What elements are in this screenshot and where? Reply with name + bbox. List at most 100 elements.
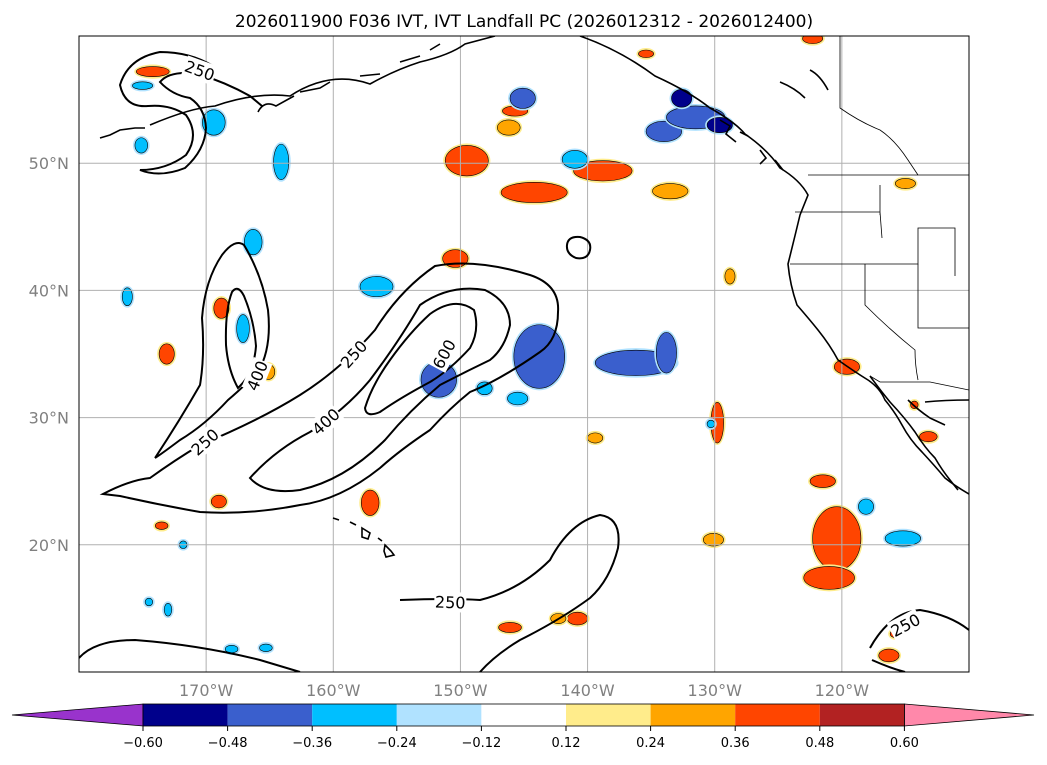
colorbar-bin <box>819 704 905 726</box>
pc-patch-core <box>724 268 736 285</box>
colorbar-bin <box>312 704 397 726</box>
ivt-contour-250-west <box>154 242 270 459</box>
pc-patch-48 <box>856 497 876 517</box>
pc-patch-core <box>202 109 226 136</box>
colorbar-bin <box>650 704 736 726</box>
colorbar-over-extension <box>904 703 1035 727</box>
figure-title: 2026011900 F036 IVT, IVT Landfall PC (20… <box>235 12 813 32</box>
pc-patch-core <box>359 276 394 298</box>
pc-patch-core <box>500 181 568 203</box>
pc-patch-32 <box>508 86 538 111</box>
coastlines <box>99 36 969 558</box>
colorbar-bin <box>735 704 820 726</box>
pc-patch-27 <box>496 620 524 635</box>
pc-patch-11 <box>153 519 170 532</box>
pc-patch-core <box>158 343 175 365</box>
colorbar: −0.60 −0.48 −0.36 −0.24 −0.12 0.12 0.24 0.36 0.4… <box>11 703 1035 751</box>
colorbar-bin <box>396 704 482 726</box>
pc-patch-0 <box>443 143 491 178</box>
pc-patch-55 <box>162 601 174 619</box>
pc-patch-54 <box>143 596 155 608</box>
map-frame <box>78 35 970 673</box>
pc-patch-15 <box>722 266 738 287</box>
pc-patch-core <box>444 145 489 177</box>
ivt-contour-250-isolated-north <box>565 235 592 260</box>
pc-patch-core <box>638 49 654 58</box>
pc-patch-core <box>566 611 588 626</box>
pc-patch-core <box>573 160 633 182</box>
contour-label-gap <box>433 591 467 613</box>
lon-tick-label: 140°W <box>560 681 615 700</box>
pc-patch-47 <box>120 285 135 308</box>
pc-patch-core <box>273 143 290 181</box>
pc-patch-7 <box>134 64 172 79</box>
pc-patch-49 <box>883 528 923 549</box>
pc-patch-core <box>884 530 921 547</box>
lon-tick-label: 130°W <box>688 681 743 700</box>
pc-patch-22 <box>917 429 940 444</box>
pc-patch-34 <box>357 274 396 299</box>
pc-patch-35 <box>511 322 567 391</box>
contour-label-gap <box>186 423 224 460</box>
colorbar-bin <box>566 704 651 726</box>
colorbar-tick-label: −0.12 <box>461 736 501 751</box>
pc-patch-33 <box>560 148 590 171</box>
colorbar-under-extension <box>11 703 144 727</box>
pc-patch-20 <box>808 472 838 490</box>
contour-label-gap <box>427 335 461 373</box>
pc-patch-1 <box>499 180 570 205</box>
pc-patch-core <box>858 498 874 515</box>
pc-patch-core <box>812 506 862 571</box>
pc-patch-13 <box>359 488 382 518</box>
pc-patch-core <box>587 432 604 444</box>
contour-label-gap <box>241 357 273 395</box>
pc-patch-core <box>121 287 133 306</box>
pc-patch-core <box>513 324 565 389</box>
colorbar-tick-label: 0.36 <box>721 736 750 751</box>
pc-patch-core <box>144 597 154 607</box>
colorbar-tick-label: −0.24 <box>377 736 417 751</box>
pc-patch-39 <box>130 79 155 92</box>
washington-oregon-border <box>795 185 883 239</box>
pc-patch-core <box>496 119 521 136</box>
ivt-contour-250-aleutian <box>118 50 263 175</box>
pc-patch-core <box>919 431 938 443</box>
nevada-california-border <box>864 264 969 381</box>
pc-patch-core <box>802 36 824 44</box>
pc-patch-50 <box>705 418 717 430</box>
pc-patch-core <box>507 391 529 406</box>
pc-patch-24 <box>893 176 918 191</box>
pc-patch-29 <box>800 36 825 46</box>
pc-patch-core <box>702 533 724 547</box>
pc-patch-core <box>671 89 693 108</box>
pc-patch-9 <box>157 341 177 367</box>
colorbar-bin <box>481 704 566 726</box>
ivt-contour-400-main <box>248 287 512 493</box>
oregon-california-border <box>790 227 956 276</box>
contour-label-gap <box>307 403 345 440</box>
colorbar-tick-label: 0.48 <box>805 736 834 751</box>
pc-patch-42 <box>271 142 291 182</box>
pc-patch-core <box>809 474 836 488</box>
contour-label-250: 250 <box>433 591 467 613</box>
pc-patch-16 <box>585 430 605 446</box>
baja-california-coast <box>869 375 959 491</box>
pc-patch-core <box>243 229 263 256</box>
pc-patch-core <box>498 622 522 633</box>
pc-patch-core <box>132 81 154 90</box>
ivt-contour-250-southeast <box>869 608 969 672</box>
ivt-landfall-pc-shading <box>120 36 940 664</box>
lat-tick-label: 30°N <box>29 409 69 428</box>
pc-patch-core <box>163 603 173 617</box>
graticule-grid <box>79 36 969 672</box>
pc-patch-30 <box>876 647 902 664</box>
contour-label-gap <box>181 55 219 86</box>
pc-patch-core <box>154 521 169 530</box>
pc-patch-core <box>360 489 380 516</box>
pc-patch-core <box>655 332 677 374</box>
lon-tick-label: 170°W <box>179 681 234 700</box>
pc-patch-58 <box>669 87 694 110</box>
us-mexico-border <box>869 375 969 391</box>
pc-patch-core <box>210 494 227 509</box>
